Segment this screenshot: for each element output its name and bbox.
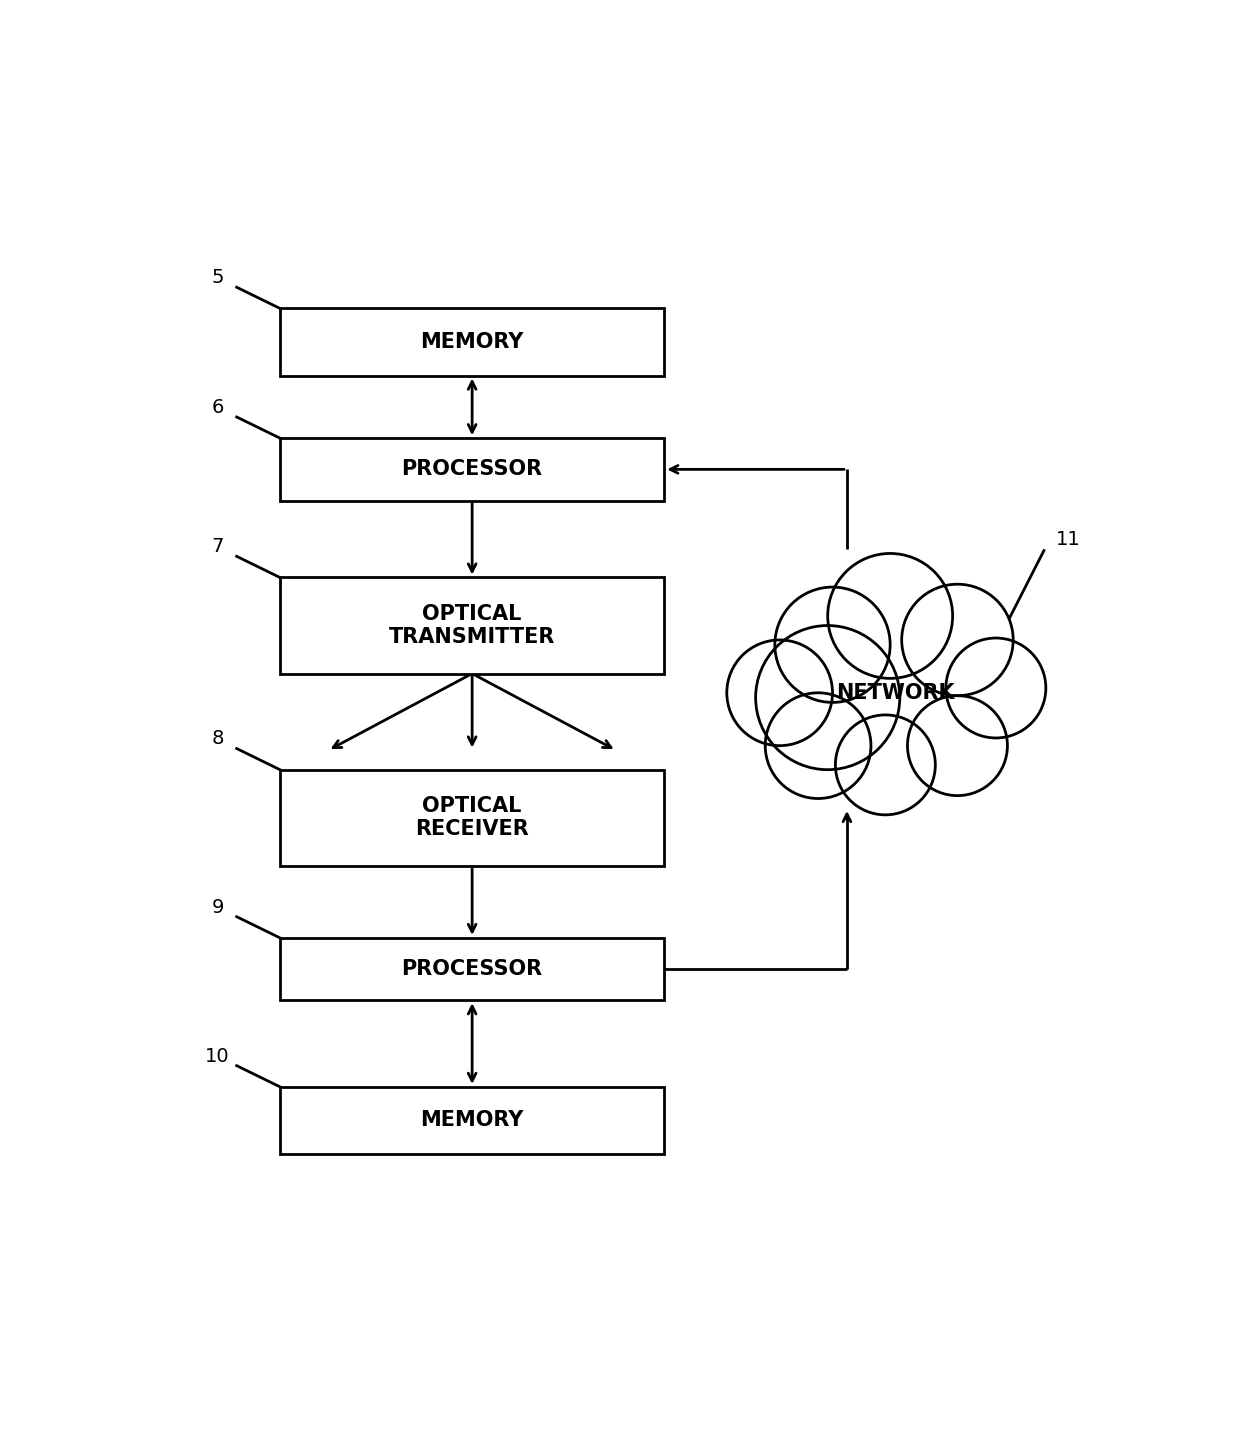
Circle shape bbox=[901, 584, 1013, 695]
Circle shape bbox=[836, 715, 935, 815]
Circle shape bbox=[775, 586, 890, 702]
Bar bbox=[280, 938, 665, 1001]
Text: PROCESSOR: PROCESSOR bbox=[402, 959, 543, 979]
Text: 10: 10 bbox=[205, 1047, 229, 1066]
Circle shape bbox=[828, 553, 952, 678]
Text: 9: 9 bbox=[211, 898, 223, 917]
Text: 7: 7 bbox=[211, 537, 223, 556]
Text: OPTICAL
RECEIVER: OPTICAL RECEIVER bbox=[415, 796, 529, 840]
Circle shape bbox=[727, 640, 832, 746]
Text: 11: 11 bbox=[1055, 530, 1080, 549]
Text: NETWORK: NETWORK bbox=[836, 683, 955, 702]
Text: OPTICAL
TRANSMITTER: OPTICAL TRANSMITTER bbox=[389, 604, 556, 647]
Circle shape bbox=[755, 626, 900, 770]
Bar bbox=[280, 578, 665, 673]
Text: 8: 8 bbox=[211, 730, 223, 749]
Circle shape bbox=[946, 639, 1045, 738]
Text: 6: 6 bbox=[211, 398, 223, 417]
Circle shape bbox=[908, 695, 1007, 795]
Text: MEMORY: MEMORY bbox=[420, 332, 523, 352]
Circle shape bbox=[765, 692, 870, 798]
Bar bbox=[280, 439, 665, 501]
Bar bbox=[280, 1087, 665, 1154]
Bar bbox=[280, 770, 665, 866]
Bar bbox=[280, 308, 665, 375]
Text: 5: 5 bbox=[211, 268, 223, 287]
Text: PROCESSOR: PROCESSOR bbox=[402, 459, 543, 479]
Text: MEMORY: MEMORY bbox=[420, 1111, 523, 1131]
